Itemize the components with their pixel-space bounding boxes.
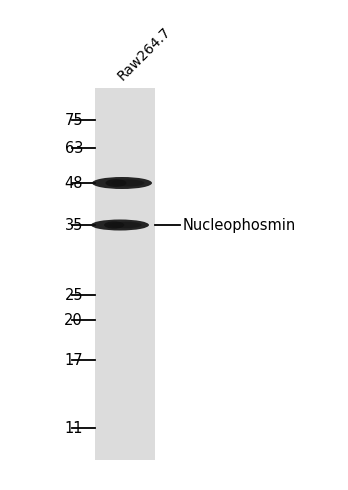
Text: Nucleophosmin: Nucleophosmin — [183, 218, 296, 232]
Text: 20: 20 — [64, 313, 83, 327]
Ellipse shape — [92, 177, 152, 189]
Bar — [95, 88, 155, 460]
Text: 25: 25 — [64, 288, 83, 302]
Ellipse shape — [111, 179, 144, 187]
Ellipse shape — [104, 221, 124, 228]
Text: 11: 11 — [64, 420, 83, 436]
Text: 35: 35 — [65, 218, 83, 232]
Text: 48: 48 — [64, 175, 83, 191]
Text: 17: 17 — [64, 352, 83, 368]
Text: 75: 75 — [64, 113, 83, 127]
Text: Raw264.7: Raw264.7 — [115, 24, 174, 83]
Ellipse shape — [91, 220, 149, 230]
Text: 63: 63 — [65, 141, 83, 155]
Ellipse shape — [105, 179, 127, 187]
Ellipse shape — [110, 221, 142, 228]
